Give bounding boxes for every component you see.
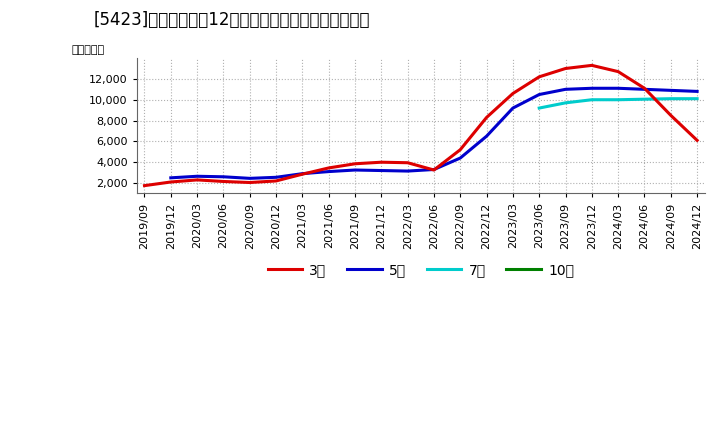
Legend: 3年, 5年, 7年, 10年: 3年, 5年, 7年, 10年 [262, 257, 580, 282]
Y-axis label: （百万円）: （百万円） [72, 45, 105, 55]
Text: [5423]　当期純利益12か月移動合計の標準偏差の推移: [5423] 当期純利益12か月移動合計の標準偏差の推移 [94, 11, 370, 29]
